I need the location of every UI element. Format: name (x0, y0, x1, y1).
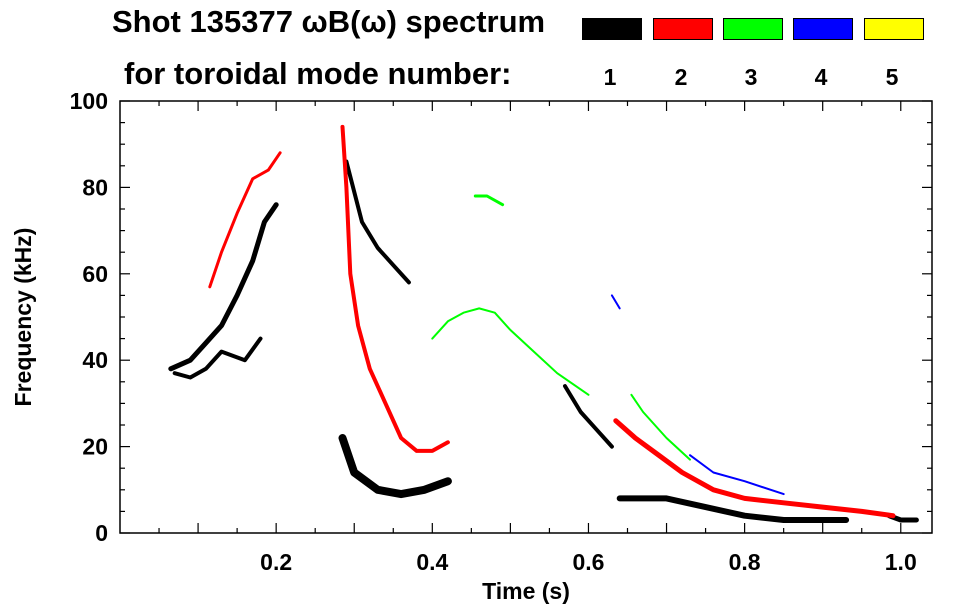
chart-title-line1: Shot 135377 ωB(ω) spectrum (112, 4, 546, 39)
y-tick-label: 80 (82, 174, 108, 200)
legend-swatch-mode-2 (653, 18, 713, 40)
chart-title-line2: for toroidal mode number: (124, 56, 512, 91)
series-mode-3-10 (431, 307, 590, 396)
x-tick-label: 0.4 (416, 549, 448, 575)
series-mode-1-0 (168, 202, 279, 372)
series-mode-2-8 (340, 124, 450, 453)
legend-swatch-mode-1 (582, 18, 642, 40)
legend-swatch-mode-5 (864, 18, 924, 40)
y-tick-label: 0 (95, 520, 108, 546)
legend-label-mode-3: 3 (744, 64, 758, 90)
y-axis-label: Frequency (kHz) (10, 228, 36, 407)
y-tick-label: 60 (82, 261, 108, 287)
legend-swatch-mode-4 (793, 18, 853, 40)
legend-label-mode-4: 4 (814, 64, 828, 90)
x-tick-label: 0.8 (729, 549, 761, 575)
x-axis-label: Time (s) (482, 578, 570, 604)
legend-swatch-mode-3 (723, 18, 783, 40)
x-tick-label: 0.2 (260, 549, 292, 575)
series-mode-1-3 (338, 434, 452, 499)
x-tick-label: 1.0 (885, 549, 917, 575)
series-mode-4-13 (610, 294, 621, 310)
y-tick-label: 100 (70, 88, 108, 114)
tick-layer: 0.2 0.4 0.6 0.8 1.0 0 20 40 60 80 100 (70, 88, 932, 575)
series-mode-1-2 (344, 159, 411, 285)
legend-label-mode-2: 2 (674, 64, 688, 90)
legend-label-mode-5: 5 (885, 64, 899, 90)
y-tick-label: 20 (82, 434, 108, 460)
series-layer (168, 124, 919, 523)
series-mode-1-1 (172, 336, 263, 380)
series-mode-3-12 (630, 393, 691, 461)
series-mode-2-9 (613, 418, 896, 519)
legend-label-mode-1: 1 (603, 64, 617, 90)
plot-frame (119, 100, 933, 534)
series-mode-1-5 (616, 495, 850, 523)
series-mode-3-11 (473, 194, 505, 207)
series-mode-1-4 (563, 384, 614, 449)
series-mode-2-7 (208, 151, 282, 289)
series-mode-4-14 (689, 454, 785, 496)
x-tick-label: 0.6 (572, 549, 604, 575)
y-tick-label: 40 (82, 347, 108, 373)
